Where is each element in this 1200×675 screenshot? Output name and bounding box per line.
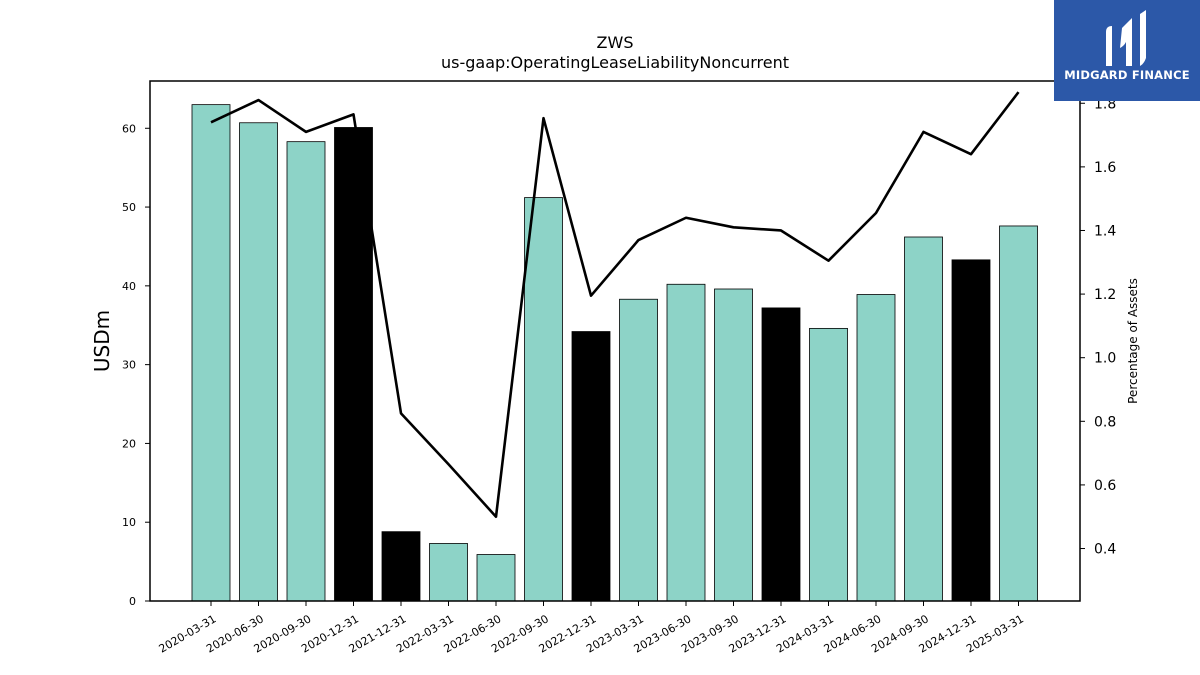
y-tick-label: 20 (122, 437, 136, 450)
brand-name: MIDGARD FINANCE (1064, 68, 1190, 82)
bar (856, 294, 896, 602)
y-tick-label: 40 (122, 280, 136, 293)
bar (476, 554, 516, 602)
y2-axis-label: Percentage of Assets (1126, 278, 1140, 404)
y2-tick-label: 1.4 (1094, 223, 1116, 239)
bar (666, 283, 706, 602)
y-tick-label: 60 (122, 122, 136, 135)
bar (999, 225, 1038, 602)
y2-tick-label: 1.6 (1094, 160, 1116, 176)
bar (286, 141, 326, 602)
chart-subtitle: us-gaap:OperatingLeaseLiabilityNoncurren… (441, 53, 789, 72)
y-tick-label: 30 (122, 359, 136, 372)
bar (619, 298, 658, 602)
bar (524, 197, 563, 602)
y-tick-label: 10 (122, 516, 136, 529)
bar (809, 327, 848, 602)
bar (239, 122, 278, 602)
y-axis-label: USDm (90, 310, 114, 372)
y2-tick-label: 1.0 (1094, 351, 1116, 367)
brand-mark-icon (1106, 10, 1146, 66)
bar (334, 127, 373, 602)
y-tick-label: 0 (129, 595, 136, 608)
y2-tick-label: 0.4 (1094, 542, 1116, 558)
plot-frame (149, 80, 1081, 602)
bar (381, 531, 421, 602)
bar (904, 236, 943, 602)
line-group (210, 91, 1020, 519)
percentage-line (210, 91, 1020, 519)
bar (761, 307, 801, 602)
bar (191, 104, 231, 602)
bars-group (191, 104, 1038, 602)
chart-title: ZWS (597, 33, 634, 52)
y-tick-label: 50 (122, 201, 136, 214)
y2-tick-label: 0.8 (1094, 414, 1116, 430)
y2-tick-label: 0.6 (1094, 478, 1116, 494)
y2-tick-label: 1.2 (1094, 287, 1116, 303)
bar (571, 331, 611, 602)
brand-logo: MIDGARD FINANCE (1054, 0, 1200, 101)
bar (951, 259, 991, 602)
bar (714, 288, 753, 602)
bar (429, 543, 468, 602)
